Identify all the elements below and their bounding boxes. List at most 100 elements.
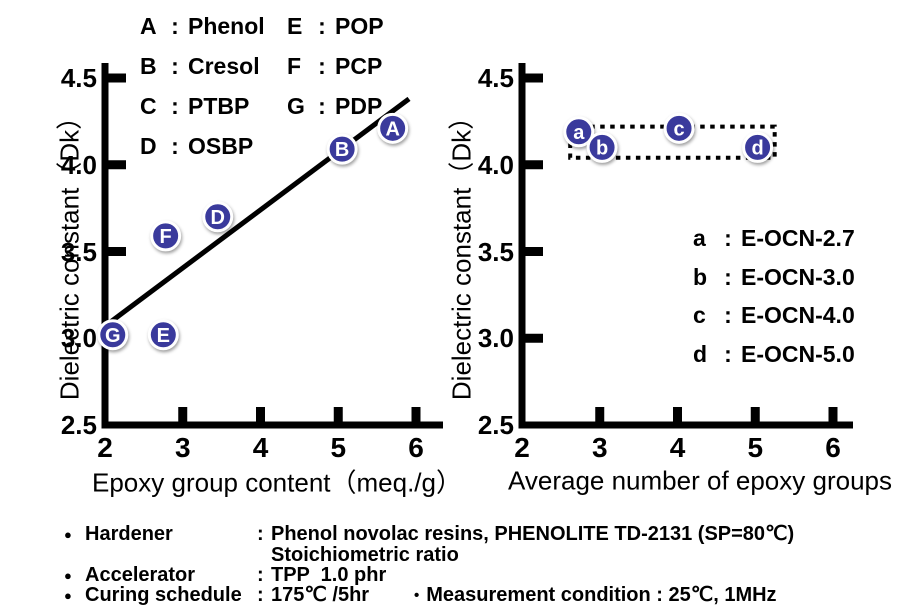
data-point-D: D	[202, 201, 234, 233]
legend-colon: :	[171, 133, 179, 159]
x-tick-label: 5	[330, 432, 347, 463]
data-point-a: a	[563, 116, 595, 148]
legend-name: PTBP	[188, 93, 250, 119]
data-point-c: c	[663, 112, 695, 144]
footnote-label	[85, 545, 257, 566]
legend-name: E-OCN-2.7	[741, 225, 855, 251]
x-tick-label: 3	[591, 432, 608, 463]
data-point-E: E	[147, 319, 179, 351]
footnote-value: Stoichiometric ratio	[271, 544, 459, 566]
y-tick-label: 2.5	[477, 410, 514, 440]
legend-key: E	[287, 13, 303, 39]
footnote-bullet: ●	[64, 588, 72, 603]
svg-text:D: D	[211, 207, 225, 229]
x-tick-label: 5	[747, 432, 764, 463]
y-tick-label: 4.0	[60, 149, 97, 180]
svg-text:F: F	[160, 226, 172, 248]
svg-text:E: E	[157, 325, 170, 347]
legend-colon: :	[318, 53, 326, 79]
measurement-condition: • Measurement condition : 25℃, 1MHz	[414, 585, 777, 606]
legend-colon: :	[724, 225, 732, 251]
legend-item-E: E: POP	[287, 13, 384, 39]
footnote-colon: :	[257, 523, 264, 545]
legend-name: OSBP	[188, 133, 254, 159]
legend-colon: :	[171, 13, 179, 39]
y-tick-label: 4.5	[60, 63, 97, 93]
left-chart: A B D F E G	[97, 63, 443, 429]
y-tick-label: 2.5	[60, 410, 97, 440]
legend-item-a: a: E-OCN-2.7	[693, 225, 855, 251]
footnote-row: Stoichiometric ratio	[64, 545, 459, 566]
legend-item-B: B: Cresol	[140, 53, 260, 79]
footnote-bullet: ●	[64, 568, 72, 583]
legend-key: c	[693, 302, 706, 328]
legend-key: G	[287, 93, 305, 119]
y-tick-label: 3.0	[60, 323, 97, 354]
legend-colon: :	[318, 13, 326, 39]
left-x-axis-title: Epoxy group content（meq./g）	[92, 467, 462, 498]
legend-key: F	[287, 53, 302, 79]
footnote-colon	[257, 545, 271, 566]
legend-item-D: D: OSBP	[140, 133, 253, 159]
data-point-G: G	[97, 319, 129, 351]
legend-item-A: A: Phenol	[140, 13, 265, 39]
legend-key: C	[140, 93, 157, 119]
y-tick-label: 4.0	[477, 149, 514, 180]
footnote-row: ● Accelerator: TPP 1.0 phr	[64, 565, 386, 586]
footnote-value: TPP 1.0 phr	[271, 564, 387, 586]
legend-item-c: c: E-OCN-4.0	[693, 302, 855, 328]
y-tick-label: 3.5	[60, 236, 97, 267]
x-tick-label: 4	[252, 432, 269, 463]
footnote-bullet	[64, 545, 85, 566]
footnote-label: Curing schedule	[85, 584, 242, 606]
x-tick-label: 4	[669, 432, 686, 463]
data-point-A: A	[377, 112, 409, 144]
footnote-colon: :	[257, 564, 264, 586]
footnote-row: ● Hardener: Phenol novolac resins, PHENOLI…	[64, 524, 794, 545]
y-tick-label: 3.5	[477, 236, 514, 267]
svg-text:d: d	[751, 137, 763, 159]
legend-name: PCP	[335, 53, 383, 79]
legend-name: E-OCN-5.0	[741, 340, 855, 367]
legend-item-b: b: E-OCN-3.0	[693, 264, 855, 290]
legend-item-d: d: E-OCN-5.0	[693, 341, 855, 367]
legend-colon: :	[724, 263, 732, 290]
x-tick-label: 3	[174, 432, 191, 463]
trend-line	[103, 96, 411, 329]
legend-colon: :	[171, 93, 179, 119]
legend-name: E-OCN-4.0	[741, 302, 855, 328]
legend-item-F: F: PCP	[287, 53, 382, 79]
data-point-d: d	[742, 131, 774, 163]
measurement-text: Measurement condition : 25℃, 1MHz	[426, 584, 777, 606]
legend-key: B	[140, 53, 157, 79]
measurement-bullet: •	[414, 587, 420, 604]
x-tick-label: 6	[408, 432, 424, 463]
legend-name: PDP	[335, 93, 383, 119]
svg-text:b: b	[596, 137, 608, 159]
legend-item-C: C: PTBP	[140, 93, 249, 119]
legend-item-G: G: PDP	[287, 93, 382, 119]
legend-key: b	[693, 263, 708, 290]
legend-name: E-OCN-3.0	[741, 263, 855, 290]
data-point-b: b	[586, 131, 618, 163]
legend-name: Phenol	[188, 13, 265, 39]
footnote-label: Hardener	[85, 523, 173, 545]
svg-text:B: B	[335, 139, 349, 161]
svg-text:c: c	[673, 118, 684, 140]
svg-text:A: A	[385, 118, 399, 140]
legend-key: A	[140, 13, 157, 39]
y-tick-label: 4.5	[477, 63, 514, 93]
svg-text:G: G	[105, 325, 121, 347]
legend-key: d	[693, 340, 708, 367]
data-point-F: F	[150, 220, 182, 252]
right-x-axis-title: Average number of epoxy groups	[508, 465, 892, 496]
legend-key: D	[140, 133, 157, 159]
footnote-colon: :	[257, 584, 264, 606]
footnote-row: ● Curing schedule:175℃ /5hr	[64, 585, 369, 606]
legend-key: a	[693, 225, 706, 251]
x-tick-label: 2	[514, 432, 530, 463]
x-tick-label: 6	[825, 432, 841, 463]
axis-lines	[101, 63, 443, 429]
